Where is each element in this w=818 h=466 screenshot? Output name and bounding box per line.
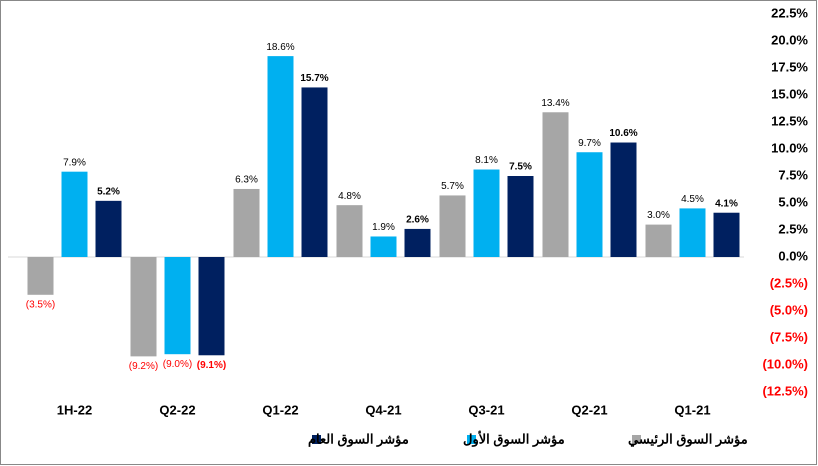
y-tick-label: 20.0%: [771, 32, 808, 47]
bar: [439, 195, 466, 257]
value-label: 9.7%: [578, 138, 601, 149]
x-tick-label: 1H-22: [57, 402, 92, 417]
bar: [267, 56, 294, 258]
x-tick-label: Q2-21: [571, 402, 607, 417]
bar: [27, 257, 54, 295]
value-label: 18.6%: [266, 42, 294, 53]
y-tick-label: (10.0%): [762, 356, 808, 371]
bar: [233, 188, 260, 257]
value-label: 3.0%: [647, 210, 670, 221]
legend-swatch: [467, 435, 476, 444]
value-label: 2.6%: [406, 215, 429, 226]
y-tick-label: 5.0%: [778, 194, 808, 209]
bar: [645, 224, 672, 257]
bar: [576, 152, 603, 257]
value-label: 1.9%: [372, 222, 395, 233]
bar: [301, 87, 328, 257]
legend-swatch: [312, 435, 321, 444]
x-tick-label: Q2-22: [159, 402, 195, 417]
y-tick-label: (7.5%): [770, 329, 808, 344]
value-label: 4.1%: [715, 198, 738, 209]
bar: [370, 236, 397, 257]
y-tick-label: (5.0%): [770, 302, 808, 317]
y-tick-label: 22.5%: [771, 5, 808, 20]
legend-label: مؤشر السوق العام: [308, 431, 409, 447]
value-label: (9.2%): [129, 361, 158, 372]
bar: [336, 205, 363, 257]
bar: [679, 208, 706, 257]
value-label: 6.3%: [235, 175, 258, 186]
legend-label: مؤشر السوق الرئيسي: [628, 431, 748, 447]
bar: [198, 257, 225, 356]
x-tick-label: Q1-22: [262, 402, 298, 417]
y-tick-label: 15.0%: [771, 86, 808, 101]
value-label: 10.6%: [609, 128, 637, 139]
x-tick-label: Q3-21: [468, 402, 504, 417]
bar: [61, 171, 88, 257]
bar: [95, 200, 122, 257]
value-label: (9.0%): [163, 359, 192, 370]
value-label: 15.7%: [300, 73, 328, 84]
y-tick-label: (2.5%): [770, 275, 808, 290]
bar: [473, 169, 500, 257]
value-label: 8.1%: [475, 155, 498, 166]
y-tick-label: 17.5%: [771, 59, 808, 74]
bar: [507, 176, 534, 257]
y-tick-label: 7.5%: [778, 167, 808, 182]
bar: [164, 257, 191, 355]
legend-label: مؤشر السوق الأول: [463, 430, 565, 447]
y-tick-label: 2.5%: [778, 221, 808, 236]
y-tick-label: (12.5%): [762, 383, 808, 398]
value-label: (3.5%): [26, 299, 55, 310]
bar: [610, 142, 637, 257]
value-label: 4.5%: [681, 194, 704, 205]
value-label: 4.8%: [338, 191, 361, 202]
value-label: 5.7%: [441, 181, 464, 192]
x-tick-label: Q4-21: [365, 402, 401, 417]
value-label: 7.9%: [63, 157, 86, 168]
y-tick-label: 12.5%: [771, 113, 808, 128]
bar: [130, 257, 157, 357]
y-tick-label: 0.0%: [778, 248, 808, 263]
value-label: 5.2%: [97, 186, 120, 197]
value-label: 7.5%: [509, 162, 532, 173]
bar: [542, 112, 569, 257]
bar: [404, 228, 431, 257]
value-label: (9.1%): [197, 360, 226, 371]
value-label: 13.4%: [541, 98, 569, 109]
x-tick-label: Q1-21: [674, 402, 710, 417]
legend-swatch: [632, 435, 641, 444]
y-tick-label: 10.0%: [771, 140, 808, 155]
bar: [713, 212, 740, 257]
